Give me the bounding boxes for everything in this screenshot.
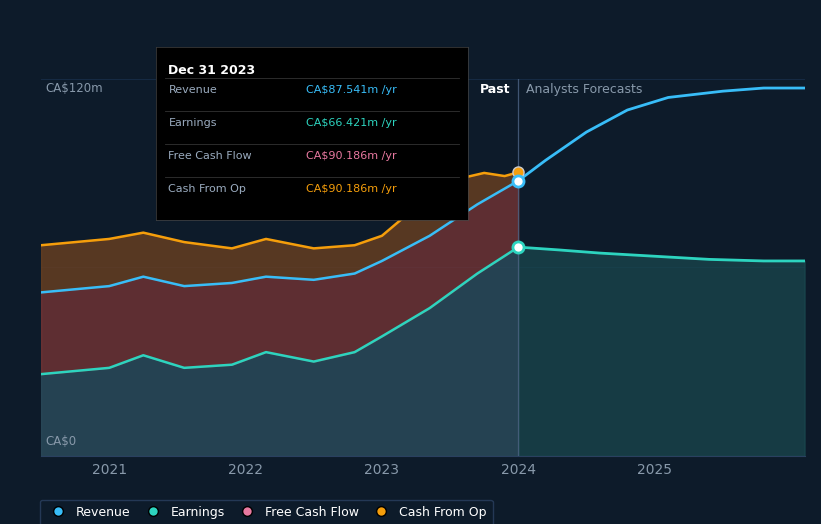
Text: Analysts Forecasts: Analysts Forecasts — [526, 83, 643, 96]
Text: CA$66.421m /yr: CA$66.421m /yr — [305, 118, 397, 128]
Text: Revenue: Revenue — [168, 85, 218, 95]
Text: CA$120m: CA$120m — [45, 82, 103, 95]
Text: CA$87.541m /yr: CA$87.541m /yr — [305, 85, 397, 95]
Legend: Revenue, Earnings, Free Cash Flow, Cash From Op: Revenue, Earnings, Free Cash Flow, Cash … — [39, 499, 493, 524]
Text: CA$90.186m /yr: CA$90.186m /yr — [305, 151, 397, 161]
Text: Past: Past — [479, 83, 510, 96]
Text: CA$90.186m /yr: CA$90.186m /yr — [305, 184, 397, 194]
Text: Earnings: Earnings — [168, 118, 217, 128]
Text: Cash From Op: Cash From Op — [168, 184, 246, 194]
Text: CA$0: CA$0 — [45, 435, 76, 448]
Text: Free Cash Flow: Free Cash Flow — [168, 151, 252, 161]
Text: Dec 31 2023: Dec 31 2023 — [168, 64, 255, 78]
